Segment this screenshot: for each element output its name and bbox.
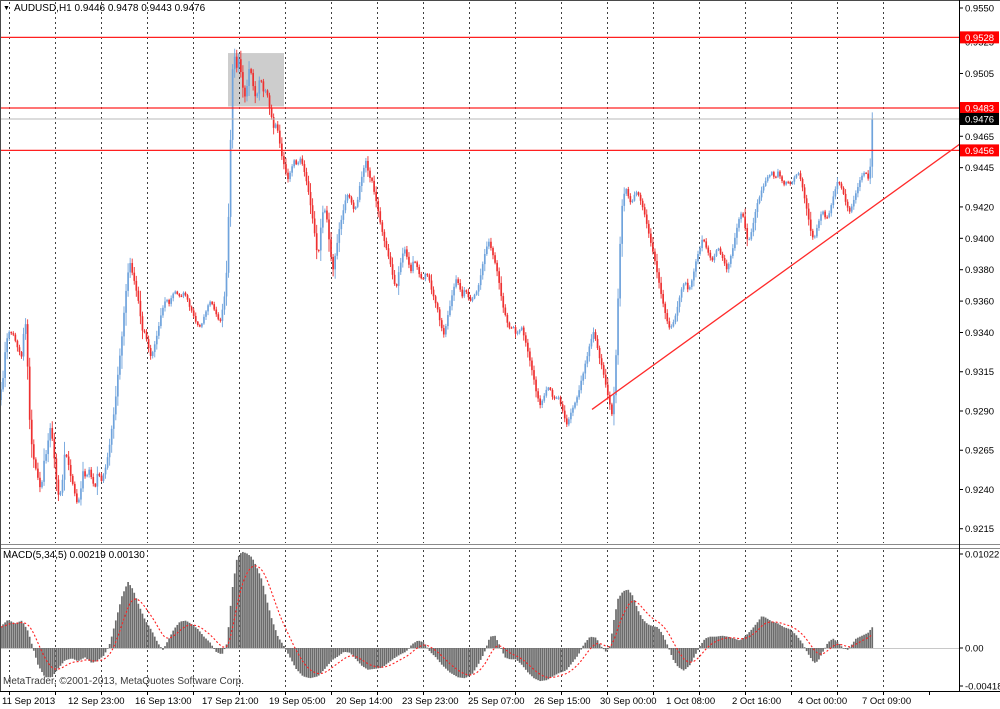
- time-axis-label: 2 Oct 16:00: [732, 696, 781, 707]
- svg-text:0.9240: 0.9240: [965, 485, 994, 496]
- price-badge: [960, 102, 999, 115]
- svg-text:0.9340: 0.9340: [965, 328, 994, 339]
- svg-text:0.9476: 0.9476: [965, 115, 994, 126]
- svg-text:0.9290: 0.9290: [965, 406, 994, 417]
- svg-text:0.9215: 0.9215: [965, 524, 994, 535]
- symbol-dropdown-icon[interactable]: ▼: [3, 4, 10, 12]
- svg-text:-0.00418: -0.00418: [965, 682, 1000, 693]
- svg-text:0.9550: 0.9550: [965, 4, 994, 15]
- time-axis-label: 20 Sep 14:00: [336, 696, 393, 707]
- svg-text:0.9265: 0.9265: [965, 446, 994, 457]
- time-axis-label: 30 Sep 00:00: [600, 696, 657, 707]
- time-axis-label: 17 Sep 21:00: [202, 696, 259, 707]
- copyright-text: MetaTrader, ©2001-2013, MetaQuotes Softw…: [3, 676, 245, 687]
- svg-text:0.9456: 0.9456: [965, 146, 994, 157]
- svg-text:0.9360: 0.9360: [965, 297, 994, 308]
- symbol-ohlc-title: AUDUSD,H1 0.9446 0.9478 0.9443 0.9476: [13, 3, 206, 14]
- svg-text:0.9528: 0.9528: [965, 33, 994, 44]
- svg-text:0.9315: 0.9315: [965, 367, 994, 378]
- candlestick-series: [0, 48, 874, 506]
- time-axis[interactable]: 11 Sep 2013 12 Sep 23:00 16 Sep 13:00 17 Se…: [2, 691, 930, 707]
- trend-line[interactable]: [591, 143, 962, 410]
- svg-text:0.9445: 0.9445: [965, 163, 994, 174]
- svg-text:0.9505: 0.9505: [965, 69, 994, 80]
- time-axis-label: 23 Sep 23:00: [402, 696, 459, 707]
- price-badge: [960, 113, 999, 125]
- window-frame: [0, 0, 1000, 692]
- price-badge: [960, 31, 999, 44]
- svg-text:0.9483: 0.9483: [965, 104, 994, 115]
- time-axis-label: 25 Sep 07:00: [468, 696, 525, 707]
- time-axis-label: 19 Sep 05:00: [269, 696, 326, 707]
- time-axis-label: 1 Oct 08:00: [666, 696, 715, 707]
- time-axis-label: 26 Sep 15:00: [534, 696, 591, 707]
- svg-text:0.9420: 0.9420: [965, 202, 994, 213]
- svg-text:0.01022: 0.01022: [965, 550, 999, 561]
- macd-indicator-label: MACD(5,34,5) 0.00219 0.00130: [3, 550, 145, 561]
- svg-text:0.9400: 0.9400: [965, 234, 994, 245]
- time-axis-label: 16 Sep 13:00: [135, 696, 192, 707]
- svg-text:0.9465: 0.9465: [965, 132, 994, 143]
- grid-lines: [9, 2, 884, 690]
- svg-text:0.9380: 0.9380: [965, 265, 994, 276]
- price-badge: [960, 144, 999, 157]
- chart-title-bar: ▼ AUDUSD,H1 0.9446 0.9478 0.9443 0.9476: [3, 3, 205, 14]
- time-axis-label: 7 Oct 09:00: [862, 696, 911, 707]
- price-axis[interactable]: 0.95500.95250.95050.94850.94650.94450.94…: [959, 4, 1000, 693]
- time-axis-label: 12 Sep 23:00: [68, 696, 125, 707]
- macd-histogram: [0, 551, 874, 682]
- time-axis-label: 11 Sep 2013: [2, 696, 55, 707]
- svg-text:0.00: 0.00: [965, 644, 984, 655]
- analysis-lines: [0, 36, 962, 410]
- time-axis-label: 4 Oct 00:00: [798, 696, 847, 707]
- macd-signal-line: [0, 565, 873, 679]
